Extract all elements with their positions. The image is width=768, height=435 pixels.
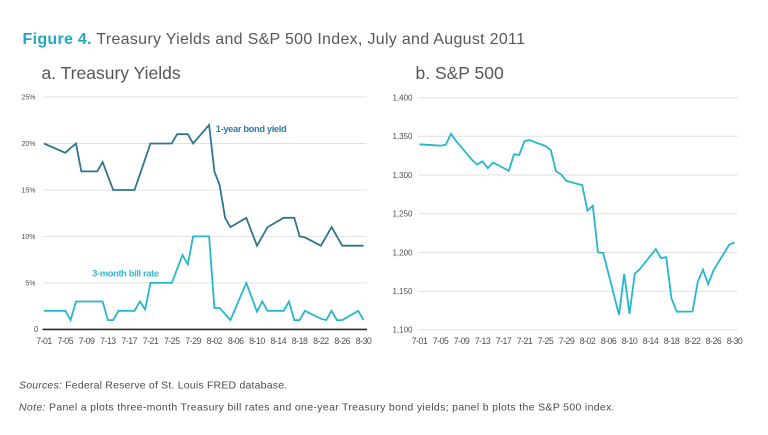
svg-text:7-21: 7-21 — [143, 336, 159, 346]
svg-text:7-25: 7-25 — [164, 336, 180, 346]
svg-text:8-14: 8-14 — [270, 336, 286, 346]
svg-text:7-01: 7-01 — [36, 336, 52, 346]
svg-text:8-22: 8-22 — [685, 336, 701, 346]
svg-text:1,100: 1,100 — [392, 326, 413, 335]
svg-text:1-year bond yield: 1-year bond yield — [216, 124, 287, 134]
svg-text:7-13: 7-13 — [475, 336, 491, 346]
svg-text:7-29: 7-29 — [185, 336, 201, 346]
svg-text:7-17: 7-17 — [121, 336, 137, 346]
svg-text:8-30: 8-30 — [727, 336, 743, 346]
svg-text:5%: 5% — [25, 280, 35, 287]
svg-text:8-18: 8-18 — [664, 336, 680, 346]
svg-text:Sources: Federal Reserve of St: Sources: Federal Reserve of St. Louis FR… — [19, 380, 287, 392]
svg-text:7-01: 7-01 — [412, 336, 428, 346]
svg-text:7-29: 7-29 — [559, 336, 575, 346]
svg-text:20%: 20% — [21, 141, 35, 148]
svg-text:8-06: 8-06 — [601, 336, 617, 346]
svg-text:7-05: 7-05 — [57, 336, 73, 346]
svg-text:8-10: 8-10 — [622, 336, 638, 346]
svg-text:7-13: 7-13 — [100, 336, 116, 346]
svg-text:15%: 15% — [21, 187, 35, 194]
svg-text:Note: Panel a plots three-mont: Note: Panel a plots three-month Treasury… — [19, 402, 615, 414]
svg-text:0: 0 — [34, 325, 39, 334]
svg-text:Figure 4. Treasury Yields and: Figure 4. Treasury Yields and S&P 500 In… — [23, 31, 526, 48]
svg-text:1,200: 1,200 — [392, 248, 413, 257]
svg-text:8-02: 8-02 — [207, 336, 223, 346]
svg-text:1,400: 1,400 — [392, 93, 413, 102]
svg-text:8-10: 8-10 — [249, 336, 265, 346]
svg-text:8-30: 8-30 — [356, 336, 372, 346]
svg-text:1,250: 1,250 — [392, 210, 413, 219]
svg-text:8-18: 8-18 — [292, 336, 308, 346]
svg-text:8-02: 8-02 — [580, 336, 596, 346]
svg-text:8-14: 8-14 — [643, 336, 659, 346]
svg-text:1,300: 1,300 — [392, 171, 413, 180]
svg-text:1,150: 1,150 — [392, 287, 413, 296]
svg-text:8-26: 8-26 — [706, 336, 722, 346]
svg-text:8-26: 8-26 — [334, 336, 350, 346]
svg-text:7-25: 7-25 — [538, 336, 554, 346]
svg-text:8-22: 8-22 — [313, 336, 329, 346]
svg-text:25%: 25% — [21, 94, 35, 101]
svg-text:10%: 10% — [21, 234, 35, 241]
svg-text:3-month bill rate: 3-month bill rate — [92, 268, 159, 278]
svg-text:7-05: 7-05 — [433, 336, 449, 346]
svg-text:b. S&P 500: b. S&P 500 — [416, 63, 504, 83]
svg-text:7-09: 7-09 — [79, 336, 95, 346]
svg-text:8-06: 8-06 — [228, 336, 244, 346]
svg-text:7-21: 7-21 — [517, 336, 533, 346]
svg-text:7-09: 7-09 — [454, 336, 470, 346]
svg-text:7-17: 7-17 — [496, 336, 512, 346]
svg-text:a. Treasury Yields: a. Treasury Yields — [42, 63, 181, 83]
svg-text:1,350: 1,350 — [392, 132, 413, 141]
